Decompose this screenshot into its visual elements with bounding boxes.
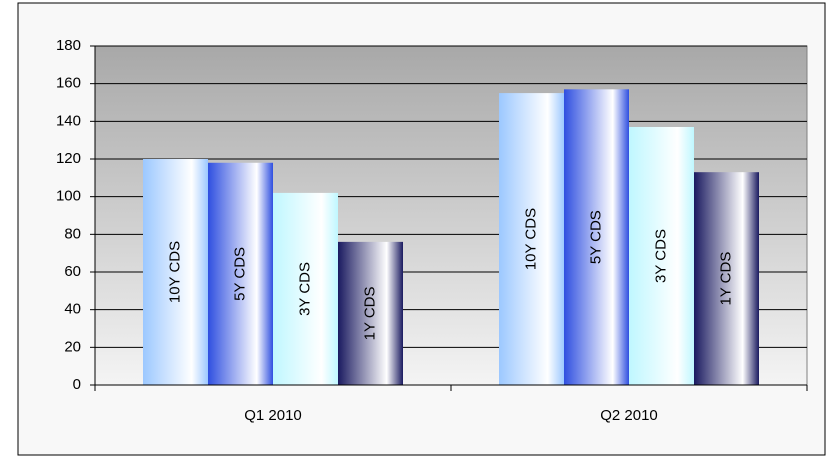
y-tick-label: 180 — [56, 37, 81, 54]
bar-label: 10Y CDS — [522, 208, 539, 270]
bar-label: 3Y CDS — [652, 229, 669, 283]
y-tick-label: 80 — [64, 225, 81, 242]
y-tick-label: 20 — [64, 338, 81, 355]
y-tick-label: 0 — [73, 376, 81, 393]
y-tick-label: 100 — [56, 188, 81, 205]
bar — [143, 159, 208, 385]
bar-label: 10Y CDS — [166, 241, 183, 303]
y-tick-label: 60 — [64, 263, 81, 280]
y-tick-label: 160 — [56, 75, 81, 92]
bar — [499, 93, 564, 385]
bar-label: 5Y CDS — [231, 247, 248, 301]
x-tick-label: Q2 2010 — [600, 407, 658, 424]
bar-label: 3Y CDS — [296, 262, 313, 316]
y-tick-label: 40 — [64, 301, 81, 318]
bar — [338, 241, 403, 385]
bar — [564, 89, 629, 386]
bar-label: 1Y CDS — [717, 252, 734, 306]
bar-label: 1Y CDS — [361, 286, 378, 340]
x-tick-label: Q1 2010 — [244, 407, 302, 424]
bar — [694, 172, 759, 385]
bar — [273, 192, 338, 385]
bar — [629, 126, 694, 385]
y-tick-label: 140 — [56, 112, 81, 129]
bar — [208, 162, 273, 385]
y-tick-label: 120 — [56, 150, 81, 167]
bar-label: 5Y CDS — [587, 210, 604, 264]
